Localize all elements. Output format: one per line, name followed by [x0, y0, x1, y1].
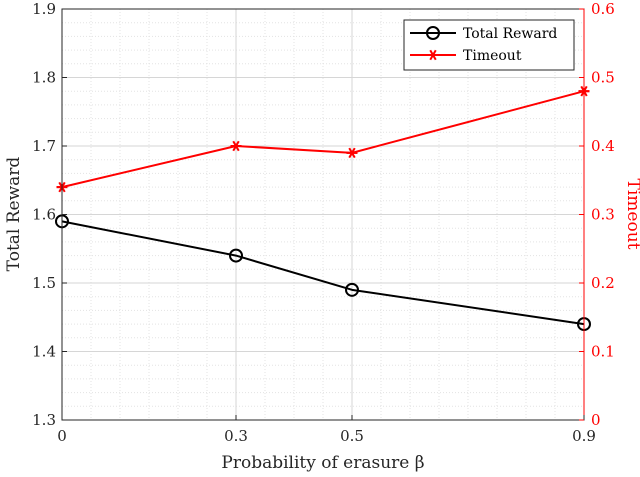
x-tick-label: 0.3: [224, 427, 248, 445]
right-y-tick-label: 0.3: [591, 206, 615, 224]
right-y-tick-label: 0.2: [591, 274, 615, 292]
x-axis-ticks: 0 0.3 0.5 0.9: [57, 415, 596, 445]
data-point-timeout: [346, 147, 358, 159]
x-tick-label: 0.9: [572, 427, 596, 445]
left-y-tick-label: 1.7: [32, 137, 56, 155]
left-y-axis-ticks: 1.3 1.4 1.5 1.6 1.7 1.8 1.9: [32, 0, 67, 429]
legend-box: [403, 19, 575, 71]
left-y-tick-label: 1.3: [32, 411, 56, 429]
right-y-tick-label: 0.1: [591, 343, 615, 361]
left-y-tick-label: 1.4: [32, 343, 56, 361]
right-y-axis-ticks: 0 0.1 0.2 0.3 0.4 0.5 0.6: [579, 0, 615, 429]
x-tick-label: 0: [57, 427, 67, 445]
series-layer: [55, 85, 591, 332]
legend-marker-timeout: [427, 49, 439, 61]
series-line-timeout: [61, 90, 585, 189]
left-y-tick-label: 1.8: [32, 69, 56, 87]
legend-asterisk-glyph: [427, 49, 439, 61]
x-axis-title: Probability of erasure β: [221, 453, 424, 473]
left-y-tick-label: 1.6: [32, 206, 56, 224]
left-y-tick-label: 1.9: [32, 0, 56, 18]
data-point-timeout: [230, 140, 242, 152]
legend-label-timeout: Timeout: [463, 48, 522, 64]
legend-label-total-reward: Total Reward: [463, 26, 557, 42]
right-y-tick-label: 0.5: [591, 69, 615, 87]
right-y-axis-title: Timeout: [623, 179, 640, 250]
data-point-total-reward: [345, 282, 359, 297]
legend-marker-total-reward: [426, 26, 440, 40]
left-y-axis-title: Total Reward: [4, 157, 24, 272]
right-y-tick-label: 0: [591, 411, 601, 429]
legend: Total Reward Timeout: [403, 19, 575, 71]
data-point-total-reward: [229, 248, 243, 263]
series-line-total-reward: [61, 220, 585, 326]
x-tick-label: 0.5: [340, 427, 364, 445]
left-y-tick-label: 1.5: [32, 274, 56, 292]
right-y-tick-label: 0.4: [591, 137, 615, 155]
right-y-tick-label: 0.6: [591, 0, 615, 18]
